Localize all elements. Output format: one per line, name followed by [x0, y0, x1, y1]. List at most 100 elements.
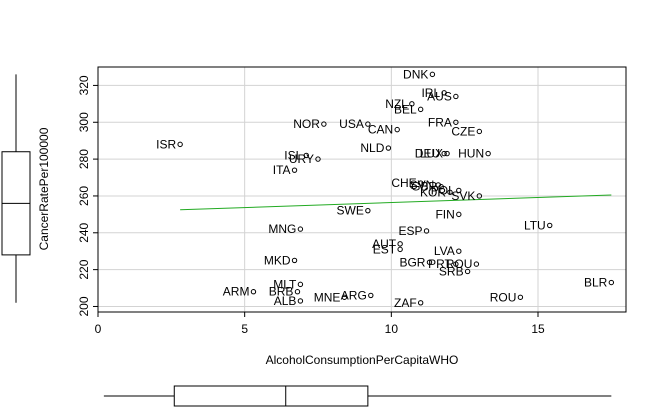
- data-point: [426, 259, 433, 265]
- data-point: [297, 226, 304, 232]
- x-axis: 0 5 10 15: [95, 312, 545, 336]
- point-label: MNG: [268, 222, 296, 236]
- data-point: [429, 71, 436, 78]
- data-point: [177, 141, 183, 148]
- data-point: [453, 93, 459, 100]
- data-point: [291, 167, 298, 173]
- data-point: [291, 257, 298, 264]
- point-label: ESP: [399, 224, 423, 238]
- data-point: [397, 241, 403, 247]
- data-point: [456, 187, 462, 194]
- point-label: GBR: [411, 180, 437, 194]
- point-label: ALB: [274, 294, 297, 308]
- x-axis-label: AlcoholConsumptionPerCapitaWHO: [266, 353, 459, 367]
- data-point: [341, 294, 348, 300]
- data-point: [485, 150, 491, 157]
- point-label: MKD: [264, 253, 291, 267]
- point-label: SRB: [439, 264, 464, 278]
- y-tick-label: 220: [77, 259, 91, 279]
- point-label: FRA: [428, 115, 452, 129]
- point-label: BGR: [399, 255, 425, 269]
- y-tick-label: 280: [77, 149, 91, 169]
- point-label: EST: [373, 242, 397, 256]
- point-label: DNK: [403, 67, 428, 81]
- x-tick-label: 5: [241, 322, 248, 336]
- data-point: [517, 294, 524, 300]
- data-point: [297, 281, 304, 288]
- point-label: USA: [339, 117, 364, 131]
- trend-line: [180, 194, 612, 211]
- data-point: [250, 289, 257, 295]
- point-label: BLR: [584, 276, 608, 290]
- data-point: [385, 145, 392, 151]
- point-label: NLD: [360, 141, 384, 155]
- y-tick-label: 240: [77, 222, 91, 242]
- data-point: [441, 90, 447, 96]
- data-points: [177, 71, 615, 306]
- point-label: BRB: [269, 285, 294, 299]
- data-point: [297, 298, 304, 304]
- point-label: ROU: [490, 290, 517, 304]
- x-tick-label: 10: [385, 322, 399, 336]
- y-axis: 200 220 240 260 280 300 320: [77, 75, 98, 316]
- point-label: MLT: [273, 277, 297, 291]
- point-label: POL: [431, 183, 455, 197]
- point-label: ISL: [284, 148, 302, 162]
- point-label: BEL: [394, 102, 417, 116]
- point-label: SVN: [410, 178, 435, 192]
- point-label: CZE: [451, 124, 475, 138]
- y-tick-label: 200: [77, 296, 91, 316]
- data-point: [453, 261, 459, 267]
- point-label: KOR: [420, 185, 446, 199]
- data-point: [441, 150, 447, 157]
- data-point: [447, 189, 453, 195]
- point-label: ITA: [273, 163, 291, 177]
- data-point: [368, 292, 374, 299]
- point-label: ARM: [223, 285, 250, 299]
- x-boxplot: [103, 385, 612, 407]
- data-point: [315, 156, 321, 162]
- point-label: HUN: [458, 147, 484, 161]
- data-point: [394, 126, 400, 133]
- y-tick-label: 260: [77, 186, 91, 206]
- data-point: [456, 248, 462, 254]
- point-label: NOR: [293, 117, 320, 131]
- point-label: SVK: [451, 189, 475, 203]
- data-point: [365, 121, 371, 127]
- grid-lines: [97, 67, 626, 312]
- y-tick-label: 300: [77, 112, 91, 132]
- point-label: AUS: [427, 89, 452, 103]
- point-label: ZAF: [394, 296, 417, 310]
- y-tick-label: 320: [77, 75, 91, 95]
- point-label: URY: [289, 152, 314, 166]
- point-label: PRT: [428, 257, 452, 271]
- y-axis-label: CancerRatePer100000: [37, 127, 51, 250]
- data-point: [409, 101, 415, 107]
- x-tick-label: 0: [95, 322, 102, 336]
- point-label: MNE: [314, 290, 341, 304]
- y-boxplot: [1, 74, 31, 303]
- data-point: [294, 289, 301, 295]
- point-label: ROU: [446, 257, 473, 271]
- data-point: [476, 128, 483, 135]
- data-point: [456, 211, 462, 218]
- point-label: FIN: [435, 207, 454, 221]
- data-point: [417, 300, 424, 306]
- point-label: NZL: [385, 97, 408, 111]
- point-label: LVA: [434, 244, 455, 258]
- data-point: [417, 106, 424, 113]
- data-point: [321, 121, 327, 127]
- data-point: [438, 184, 444, 190]
- data-point: [476, 193, 483, 199]
- data-point: [453, 119, 459, 125]
- point-label: SWE: [337, 204, 364, 218]
- data-point: [423, 228, 430, 234]
- point-label: IRL: [421, 86, 440, 100]
- data-point: [365, 207, 371, 214]
- data-point: [464, 268, 471, 275]
- point-label: AUT: [372, 237, 397, 251]
- data-point: [417, 180, 424, 186]
